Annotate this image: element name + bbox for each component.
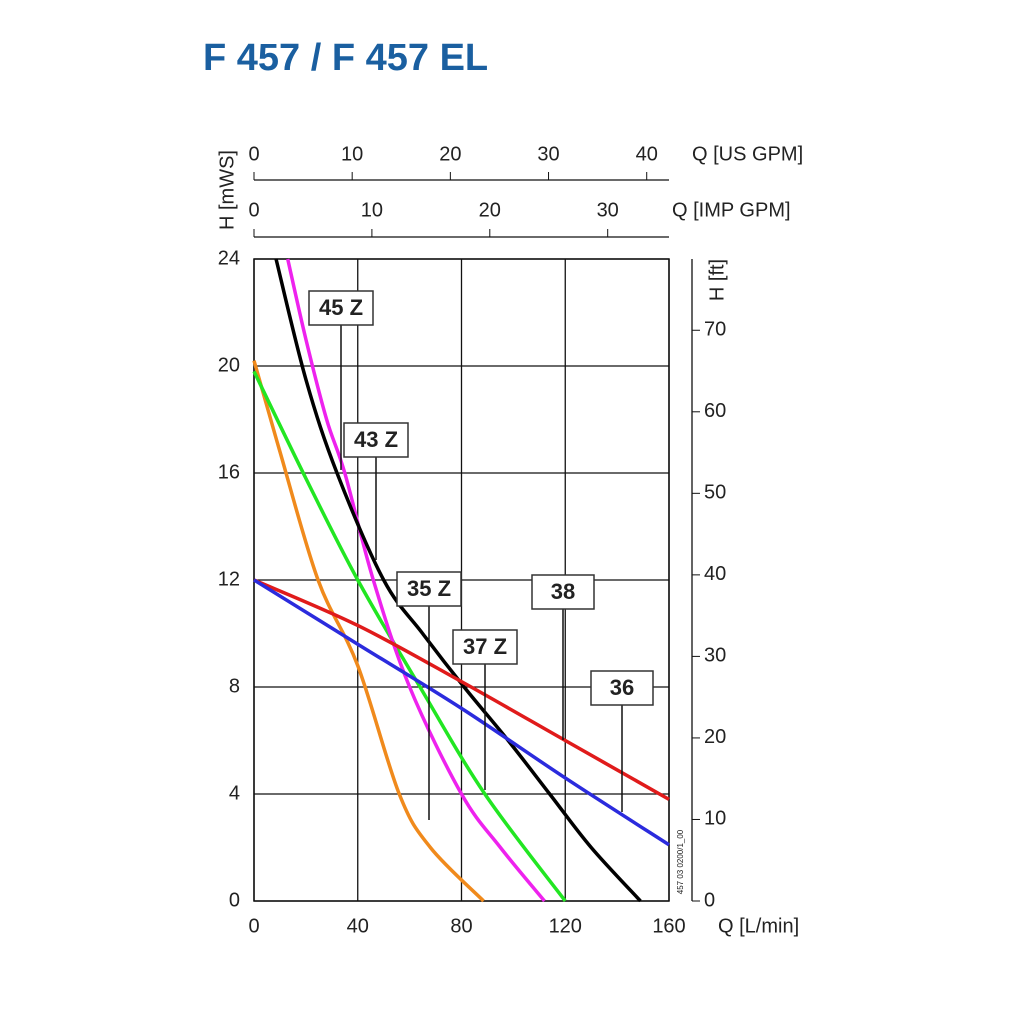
label-box (531, 574, 595, 610)
x3-tick-label: 10 (361, 199, 383, 221)
curve (253, 578, 670, 847)
y-tick-label: 12 (218, 568, 240, 590)
series-label: 38 (551, 579, 575, 604)
curve (286, 258, 546, 903)
series-label: 35 Z (407, 576, 451, 601)
x-tick-label: 40 (347, 915, 369, 937)
y-tick-label: 0 (229, 889, 240, 911)
y2-tick-label: 10 (704, 808, 726, 830)
y2-tick-label: 50 (704, 482, 726, 504)
x2-tick-label: 30 (537, 143, 559, 165)
label-box (396, 571, 462, 607)
series-label: 36 (610, 675, 634, 700)
x-tick-label: 160 (652, 915, 685, 937)
x3-tick-label: 30 (597, 199, 619, 221)
label-box (590, 670, 654, 706)
x-axis-label: Q [L/min] (718, 915, 799, 937)
label-box (343, 422, 409, 458)
chart-title: F 457 / F 457 EL (203, 37, 488, 79)
y-tick-label: 4 (229, 782, 240, 804)
y-tick-label: 8 (229, 675, 240, 697)
x2-tick-label: 10 (341, 143, 363, 165)
x2-tick-label: 20 (439, 143, 461, 165)
x3-tick-label: 0 (248, 199, 259, 221)
note: 457 03 0200/1_00 (676, 829, 685, 894)
x-tick-label: 0 (248, 915, 259, 937)
series-label: 45 Z (319, 295, 363, 320)
label-box (308, 290, 374, 326)
series-label: 37 Z (463, 634, 507, 659)
y2-tick-label: 30 (704, 645, 726, 667)
y2-tick-label: 0 (704, 889, 715, 911)
x2-tick-label: 0 (248, 143, 259, 165)
y2-tick-label: 20 (704, 726, 726, 748)
y2-tick-label: 40 (704, 563, 726, 585)
curve (253, 578, 670, 801)
y2-tick-label: 60 (704, 400, 726, 422)
y-axis-label: H [mWS] (216, 150, 238, 230)
x3-axis-label: Q [IMP GPM] (672, 199, 791, 221)
x3-tick-label: 20 (479, 199, 501, 221)
y-tick-label: 24 (218, 247, 240, 269)
curve (252, 370, 567, 903)
y-tick-label: 16 (218, 461, 240, 483)
x-tick-label: 120 (549, 915, 582, 937)
y2-axis-label: H [ft] (706, 259, 728, 301)
curve (252, 360, 485, 903)
x2-tick-label: 40 (636, 143, 658, 165)
y-tick-label: 20 (218, 354, 240, 376)
label-box (452, 629, 518, 665)
x-tick-label: 80 (450, 915, 472, 937)
y2-tick-label: 70 (704, 319, 726, 341)
x2-axis-label: Q [US GPM] (692, 143, 803, 165)
series-label: 43 Z (354, 427, 398, 452)
